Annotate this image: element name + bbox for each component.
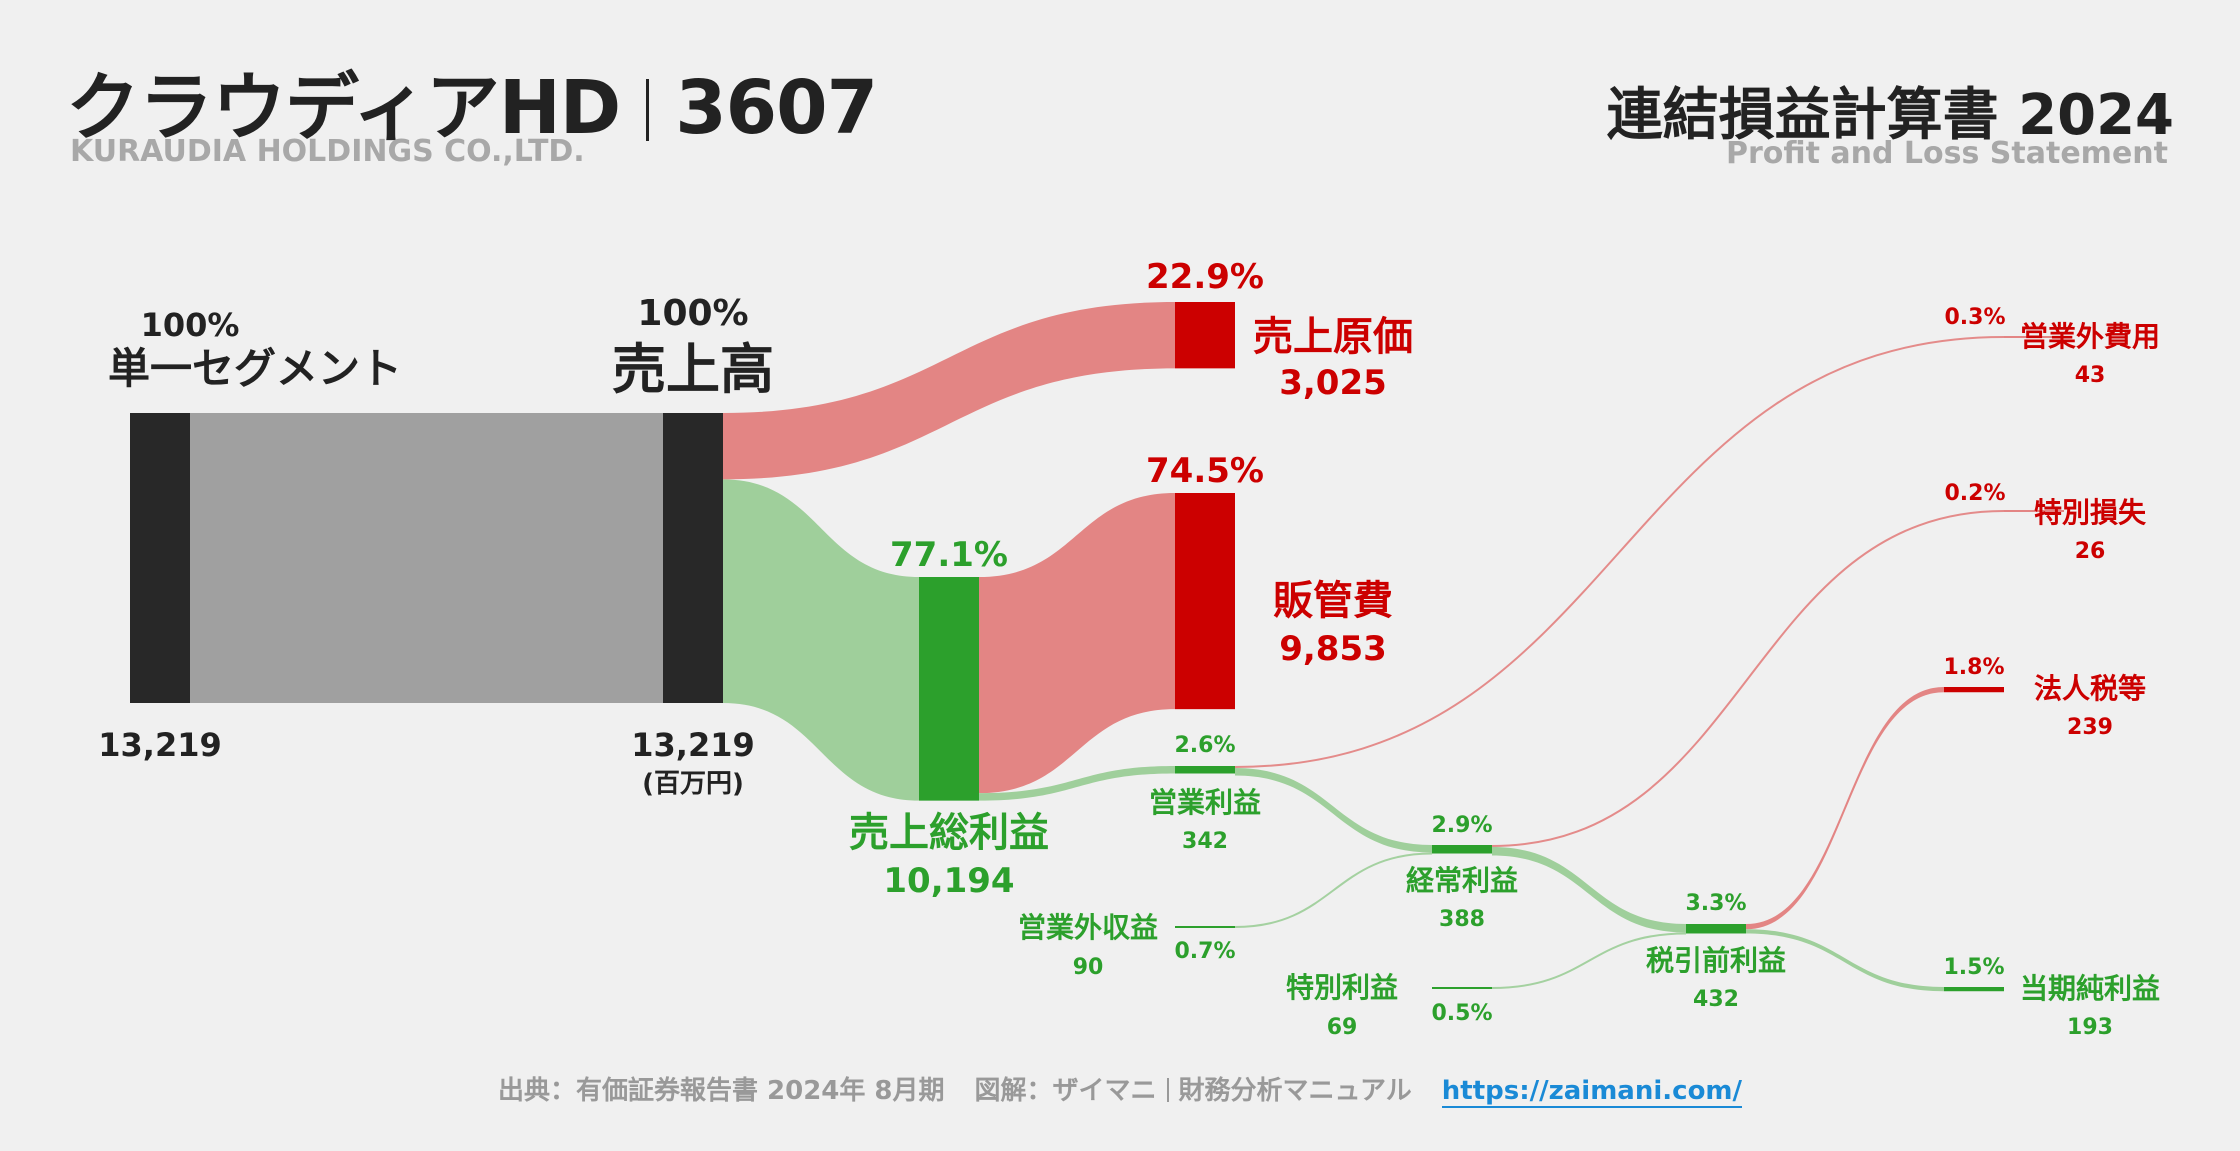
link-gross-op bbox=[979, 766, 1175, 801]
node-nonop_exp bbox=[2004, 336, 2064, 338]
sankey-links bbox=[190, 302, 2005, 992]
node-label-ordinary: 経常利益 bbox=[1406, 864, 1518, 897]
value-label-op: 342 bbox=[1182, 829, 1228, 854]
unit-label: (百万円) bbox=[642, 769, 744, 799]
value-label-gross: 10,194 bbox=[883, 861, 1014, 901]
value-label-extra_loss: 26 bbox=[2075, 539, 2106, 564]
pct-label-cogs: 22.9% bbox=[1146, 257, 1264, 297]
value-label-sga: 9,853 bbox=[1279, 629, 1387, 669]
node-label-gross: 売上総利益 bbox=[849, 810, 1049, 856]
node-tax bbox=[1944, 687, 2004, 693]
value-label-cogs: 3,025 bbox=[1279, 363, 1387, 403]
value-label-tax: 239 bbox=[2067, 715, 2113, 740]
node-label-extra_gain: 特別利益 bbox=[1286, 971, 1398, 1004]
node-label-tax: 法人税等 bbox=[2034, 672, 2146, 705]
pct-label-extra_gain: 0.5% bbox=[1431, 1001, 1492, 1026]
sankey-labels: 100%単一セグメント13,219100%売上高13,21922.9%売上原価3… bbox=[98, 257, 2160, 1040]
value-label-extra_gain: 69 bbox=[1327, 1015, 1358, 1040]
node-revenue bbox=[663, 413, 723, 703]
pct-label-ordinary: 2.9% bbox=[1431, 813, 1492, 838]
pct-label-revenue: 100% bbox=[637, 293, 748, 334]
link-gross-sga bbox=[979, 493, 1175, 794]
pct-label-tax: 1.8% bbox=[1943, 655, 2004, 680]
footer-divider bbox=[1166, 1078, 1169, 1102]
link-op-ordinary bbox=[1235, 768, 1432, 853]
footer-url-link[interactable]: https://zaimani.com/ bbox=[1441, 1076, 1743, 1108]
pct-label-pretax: 3.3% bbox=[1685, 891, 1746, 916]
company-name-en: KURAUDIA HOLDINGS CO.,LTD. bbox=[70, 134, 585, 169]
pct-label-net: 1.5% bbox=[1943, 955, 2004, 980]
company-title: クラウディアHD 3607 bbox=[66, 48, 878, 155]
pct-label-nonop_inc: 0.7% bbox=[1174, 939, 1235, 964]
node-label-net: 当期純利益 bbox=[2020, 972, 2160, 1005]
node-label-nonop_inc: 営業外収益 bbox=[1018, 911, 1158, 944]
node-op bbox=[1175, 766, 1235, 774]
footer-credit-b: 財務分析マニュアル bbox=[1178, 1076, 1412, 1106]
pct-label-extra_loss: 0.2% bbox=[1944, 481, 2005, 506]
link-pretax-net bbox=[1746, 929, 1944, 992]
title-divider bbox=[646, 79, 650, 141]
statement-subtitle: Profit and Loss Statement bbox=[1725, 136, 2168, 171]
value-label-ordinary: 388 bbox=[1439, 907, 1485, 932]
company-name: クラウディアHD bbox=[66, 65, 621, 151]
node-nonop_inc bbox=[1175, 926, 1235, 928]
node-extra_gain bbox=[1432, 987, 1492, 989]
link-ordinary-pretax bbox=[1492, 847, 1686, 933]
node-net bbox=[1944, 987, 2004, 992]
link-op-nonop_exp bbox=[1234, 336, 2005, 768]
pct-label-nonop_exp: 0.3% bbox=[1944, 305, 2005, 330]
value-label-pretax: 432 bbox=[1693, 987, 1739, 1012]
pct-label-sga: 74.5% bbox=[1146, 451, 1264, 491]
link-extra_gain-pretax bbox=[1491, 932, 1687, 989]
value-label-nonop_inc: 90 bbox=[1073, 955, 1104, 980]
value-label-net: 193 bbox=[2067, 1015, 2113, 1040]
node-label-cogs: 売上原価 bbox=[1253, 314, 1413, 360]
pct-label-gross: 77.1% bbox=[890, 535, 1008, 575]
link-segment-revenue bbox=[190, 413, 663, 703]
value-label-revenue: 13,219 bbox=[631, 726, 754, 764]
node-label-pretax: 税引前利益 bbox=[1646, 944, 1786, 977]
link-revenue-cogs bbox=[723, 302, 1175, 480]
node-extra_loss bbox=[2004, 510, 2064, 512]
pct-label-op: 2.6% bbox=[1174, 733, 1235, 758]
statement-title: 連結損益計算書 2024 bbox=[1606, 83, 2174, 148]
link-nonop_inc-ordinary bbox=[1234, 852, 1433, 928]
link-revenue-gross bbox=[723, 479, 919, 801]
node-label-op: 営業利益 bbox=[1149, 786, 1261, 819]
stock-code: 3607 bbox=[675, 65, 878, 151]
node-sga bbox=[1175, 493, 1235, 710]
link-ordinary-extra_loss bbox=[1491, 510, 2005, 847]
footer-source: 出典：有価証券報告書 2024年 8月期 bbox=[497, 1076, 945, 1106]
sankey-nodes bbox=[130, 302, 2064, 992]
node-gross bbox=[919, 577, 979, 801]
node-label-sga: 販管費 bbox=[1273, 578, 1393, 624]
node-segment bbox=[130, 413, 190, 703]
node-label-revenue: 売上高 bbox=[612, 338, 774, 401]
node-label-segment: 単一セグメント bbox=[108, 344, 402, 393]
link-pretax-tax bbox=[1746, 687, 1944, 930]
value-label-segment: 13,219 bbox=[98, 726, 221, 764]
node-cogs bbox=[1175, 302, 1235, 369]
node-label-extra_loss: 特別損失 bbox=[2034, 496, 2147, 529]
node-label-nonop_exp: 営業外費用 bbox=[2020, 320, 2160, 353]
footer-credit-a: 図解：ザイマニ bbox=[974, 1076, 1157, 1106]
pct-label-segment: 100% bbox=[141, 306, 240, 344]
node-pretax bbox=[1686, 924, 1746, 934]
footer: 出典：有価証券報告書 2024年 8月期 図解：ザイマニ 財務分析マニュアル http… bbox=[0, 1070, 2240, 1108]
value-label-nonop_exp: 43 bbox=[2075, 363, 2106, 388]
node-ordinary bbox=[1432, 845, 1492, 854]
